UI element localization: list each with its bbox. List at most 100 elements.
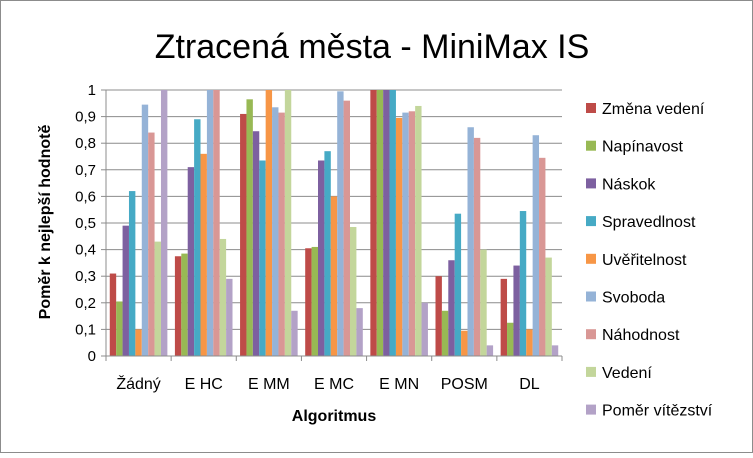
bar [265, 90, 273, 356]
bar [311, 246, 318, 356]
y-tick-label: 0,5 [75, 215, 96, 232]
chart-title: Ztracená města - MiniMax IS [155, 28, 590, 66]
y-tick-label: 0,8 [75, 135, 96, 152]
y-tick-label: 0,9 [75, 109, 96, 126]
bar [519, 211, 527, 356]
bar [448, 260, 455, 356]
bar [402, 112, 409, 356]
axes [101, 89, 563, 361]
bar [278, 112, 285, 356]
legend-swatch [586, 253, 596, 264]
x-tick-label: E HC [185, 376, 223, 393]
bar [356, 308, 363, 356]
bar [408, 111, 416, 356]
bar [128, 191, 136, 356]
bar [415, 105, 422, 357]
bar [461, 330, 468, 356]
legend-label: Uvěřitelnost [602, 252, 687, 269]
legend-label: Spravedlnost [602, 214, 696, 231]
bar [148, 132, 155, 356]
y-tick-label: 0,6 [75, 188, 96, 205]
bar [473, 137, 481, 356]
bar [454, 213, 462, 356]
bar [532, 135, 540, 356]
bar [330, 196, 338, 356]
legend-label: Svoboda [602, 290, 665, 307]
x-tick-label: DL [519, 376, 540, 393]
bar [226, 278, 233, 356]
bar [116, 301, 123, 356]
bar [252, 131, 260, 356]
x-tick-label: POSM [441, 376, 488, 393]
bar [507, 322, 514, 356]
bar [187, 167, 195, 356]
legend-label: Poměr vítězství [602, 403, 713, 420]
bar [246, 99, 253, 356]
bar [206, 90, 214, 356]
legend-swatch [586, 291, 596, 302]
bar [154, 241, 161, 356]
bar [181, 253, 188, 356]
y-tick-label: 0,1 [75, 321, 96, 338]
y-tick-label: 0 [88, 348, 96, 365]
x-tick-label: E MC [314, 376, 354, 393]
bar [240, 113, 247, 356]
y-tick-label: 0,7 [75, 162, 96, 179]
bar [318, 160, 325, 356]
legend-swatch [586, 178, 596, 189]
bar [350, 226, 357, 356]
bar [135, 329, 142, 356]
x-tick-labels: Žádný E HC E MM E MC E MN POSM DL [116, 374, 539, 393]
bar [526, 329, 533, 356]
bar [513, 265, 520, 356]
bar [219, 238, 227, 356]
bar [324, 151, 331, 356]
legend: Změna vedení Napínavost Náskok Spravedlnost… [586, 101, 713, 420]
x-tick-label: E MM [248, 376, 290, 393]
bar [480, 249, 487, 356]
bar [160, 90, 168, 356]
bar [194, 119, 201, 356]
bar [551, 345, 559, 356]
x-axis-label: Algoritmus [292, 408, 377, 425]
y-tick-label: 0,4 [75, 242, 96, 259]
legend-swatch [586, 366, 596, 377]
x-tick-label: Žádný [116, 374, 160, 393]
y-tick-labels: 0 0,1 0,2 0,3 0,4 0,5 0,6 0,7 0,8 0,9 1 [75, 82, 96, 365]
bar [383, 90, 390, 356]
bar [421, 302, 428, 356]
bar [545, 257, 552, 356]
bar [141, 104, 149, 356]
y-tick-label: 0,2 [75, 295, 96, 312]
bar [272, 107, 279, 356]
bar [284, 90, 292, 356]
bar [467, 127, 474, 357]
bar [370, 90, 377, 356]
legend-swatch [586, 329, 596, 340]
legend-swatch [586, 103, 596, 113]
bar [291, 310, 298, 356]
bar [395, 117, 403, 357]
bar [343, 100, 350, 356]
bar [305, 248, 312, 356]
bar [539, 157, 546, 356]
bar [376, 90, 384, 356]
legend-label: Napínavost [602, 139, 683, 156]
bar [174, 256, 182, 356]
y-tick-label: 1 [88, 82, 96, 99]
bar [259, 160, 266, 356]
bars [109, 90, 559, 357]
bar [486, 345, 494, 356]
legend-swatch [586, 216, 596, 227]
legend-label: Náhodnost [602, 327, 680, 344]
bar [122, 225, 129, 356]
bar [337, 91, 344, 356]
bar [500, 278, 508, 356]
y-axis-label: Poměr k nejlepší hodnotě [37, 125, 54, 320]
bar [389, 90, 396, 356]
bar [213, 90, 220, 356]
legend-label: Vedení [602, 365, 652, 382]
bar [441, 310, 449, 356]
